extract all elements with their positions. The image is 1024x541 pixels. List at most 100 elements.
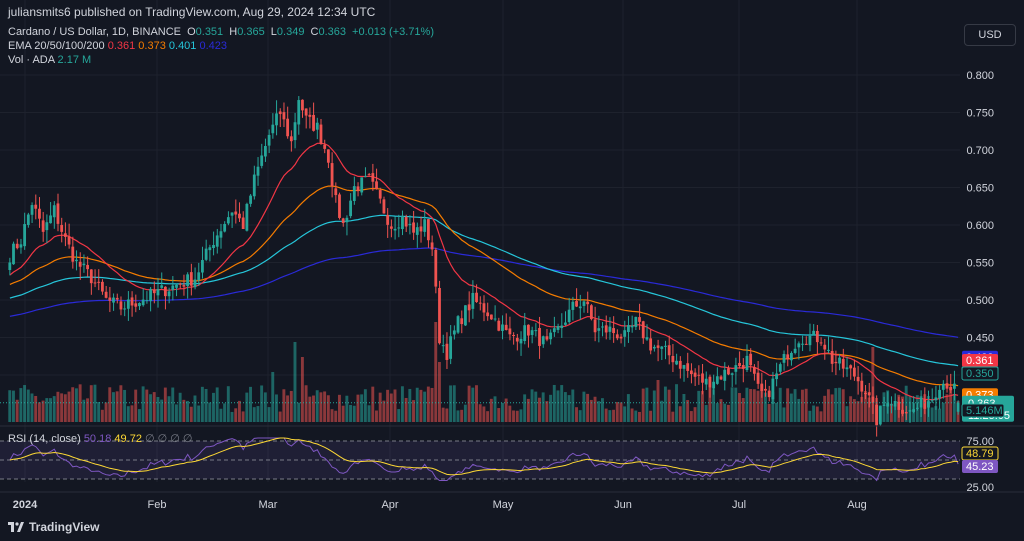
volume-bar	[134, 389, 138, 422]
volume-bar	[156, 396, 160, 422]
volume-bar	[934, 406, 938, 422]
candle	[952, 370, 956, 401]
volume-bar	[260, 385, 264, 422]
candle	[408, 215, 412, 235]
candle	[334, 182, 338, 203]
volume-bar	[767, 404, 771, 422]
candle-body	[238, 213, 241, 219]
ema200-value: 0.423	[199, 40, 228, 52]
candle	[389, 219, 393, 238]
candle	[515, 333, 519, 351]
candle	[586, 291, 590, 313]
volume-bar	[108, 387, 112, 422]
volume-bar	[19, 388, 23, 422]
volume-bar	[593, 396, 597, 422]
candle-body	[356, 186, 360, 192]
candle-body	[708, 376, 712, 388]
candle	[534, 323, 538, 337]
candle	[219, 223, 223, 249]
volume-bar	[52, 396, 56, 422]
candle	[593, 306, 597, 342]
candle-body	[582, 301, 586, 306]
candle	[123, 301, 127, 317]
candle	[504, 313, 508, 331]
candle	[656, 339, 660, 362]
candle-body	[38, 208, 41, 219]
candle-body	[593, 319, 597, 333]
volume-bar	[863, 390, 867, 422]
candle-body	[323, 144, 327, 149]
candle	[404, 214, 408, 233]
candle-body	[923, 399, 927, 409]
ema200-line	[9, 247, 959, 338]
volume-bar	[145, 389, 149, 422]
volume-bar	[749, 389, 753, 422]
volume-bar	[515, 410, 519, 422]
candle	[56, 193, 60, 232]
candle-body	[841, 358, 845, 369]
candle-body	[197, 272, 201, 281]
volume-bar	[226, 386, 230, 422]
candle	[549, 329, 553, 345]
volume-bar	[686, 400, 690, 422]
price-tick-label: 0.450	[966, 333, 994, 345]
candle	[412, 210, 415, 240]
volume-bar	[634, 410, 638, 422]
badge-rsi2-text: 45.23	[966, 461, 994, 473]
volume-bar	[797, 398, 801, 422]
candle-body	[945, 383, 949, 389]
volume-bar	[141, 386, 145, 422]
volume-bar	[512, 410, 515, 422]
ema100-value: 0.401	[168, 40, 197, 52]
candle-body	[160, 285, 164, 288]
candle-body	[108, 297, 112, 301]
candle	[823, 338, 827, 360]
volume-bar	[526, 398, 530, 422]
candle	[419, 216, 423, 243]
candle-body	[552, 328, 556, 333]
volume-bar	[249, 386, 252, 422]
candle	[97, 269, 101, 291]
candle-body	[415, 227, 419, 235]
volume-bar	[126, 406, 130, 422]
candle-body	[19, 244, 23, 248]
candle-body	[256, 166, 260, 176]
volume-bar	[793, 389, 797, 422]
candle	[890, 396, 893, 414]
candle-body	[515, 337, 519, 342]
candle-body	[293, 122, 297, 141]
volume-bar	[193, 395, 197, 422]
volume-bar	[486, 411, 490, 422]
volume-bar	[534, 391, 538, 422]
currency-button[interactable]: USD	[964, 24, 1016, 46]
candle-body	[382, 199, 386, 214]
volume-bar	[234, 408, 238, 422]
candle-body	[419, 226, 423, 232]
candle	[778, 362, 782, 375]
volume-bar	[626, 394, 630, 422]
candle	[897, 396, 901, 418]
candle-body	[697, 374, 701, 376]
candle-body	[301, 99, 304, 111]
volume-bar	[782, 407, 786, 422]
candle	[375, 168, 378, 190]
volume-bar	[123, 389, 127, 422]
candle	[78, 252, 82, 280]
volume-bar	[426, 386, 430, 422]
candle-body	[386, 214, 390, 225]
candle	[323, 139, 327, 154]
volume-bar	[186, 400, 190, 422]
candle-body	[49, 215, 52, 224]
volume-bar	[523, 394, 527, 422]
volume-bar	[456, 410, 460, 422]
close-label: C	[310, 26, 319, 38]
candle	[856, 365, 860, 395]
candle	[115, 293, 119, 304]
volume-bar	[801, 389, 804, 422]
badge-rsi1-text: 48.79	[966, 448, 994, 460]
badge-low: 0.350	[962, 367, 998, 380]
volume-bar	[386, 389, 390, 422]
candle-body	[749, 353, 753, 366]
candle	[352, 176, 356, 205]
